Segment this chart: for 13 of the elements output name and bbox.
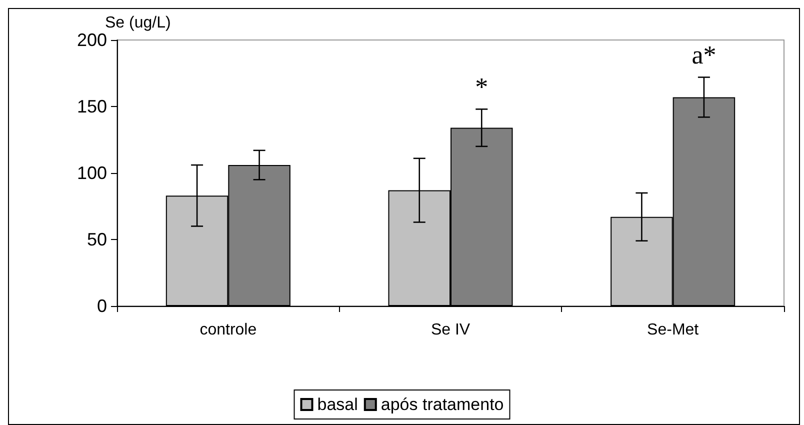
y-tick-label: 0 [96,296,107,316]
x-tick-label: Se IV [430,322,470,338]
x-tick-label: controle [200,322,257,338]
y-tick-label: 100 [76,163,107,183]
y-tick-label: 200 [76,30,107,50]
y-tick-label: 50 [86,230,107,250]
legend-label: basal [317,395,358,414]
annotation: * [475,72,488,102]
legend-label: após tratamento [380,395,504,414]
x-tick-label: Se-Met [647,322,700,338]
y-tick-label: 150 [76,96,107,116]
y-axis-title: Se (ug/L) [105,14,171,32]
annotation: a* [692,40,716,70]
